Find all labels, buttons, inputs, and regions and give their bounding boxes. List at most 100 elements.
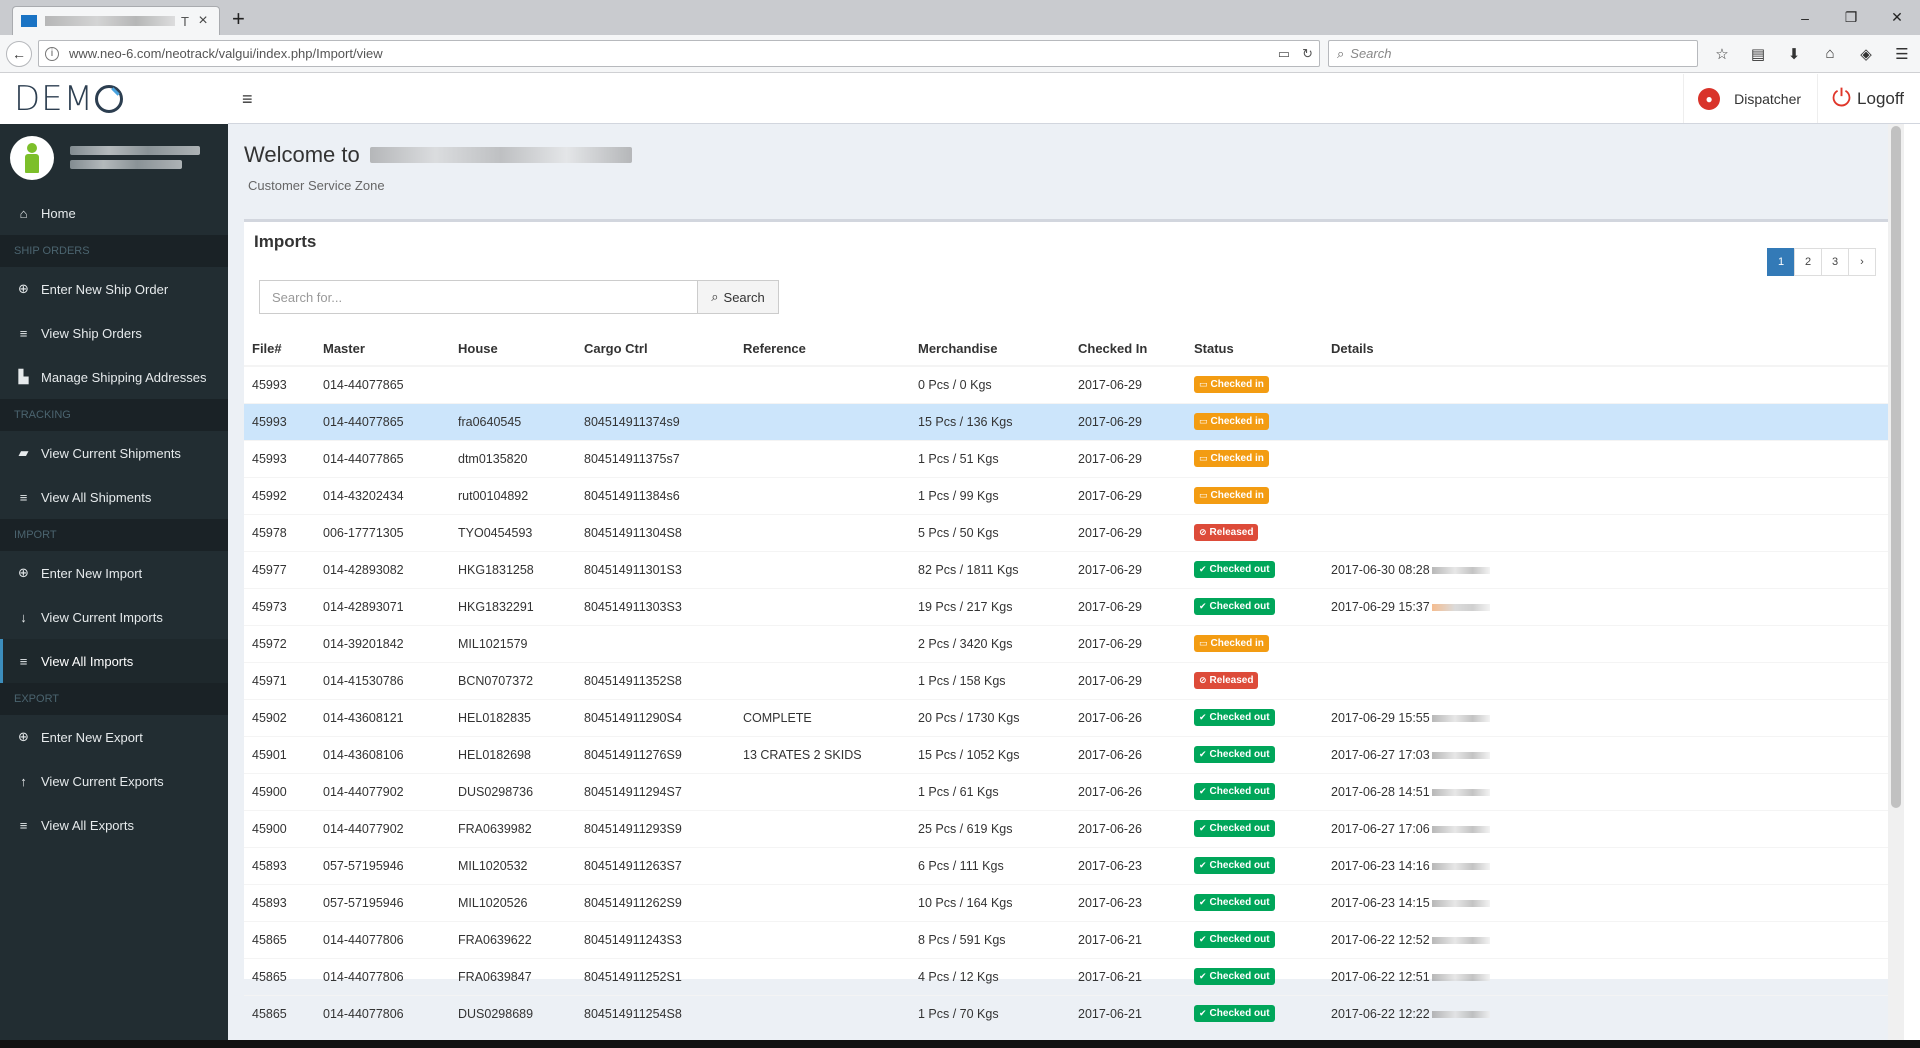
menu-icon[interactable]: ☰ bbox=[1895, 45, 1909, 63]
sidebar-item-view-ship-orders[interactable]: ≡ View Ship Orders bbox=[0, 311, 228, 355]
table-row[interactable]: 45865 014-44077806 DUS0298689 804514911254S… bbox=[244, 994, 1892, 1032]
table-row[interactable]: 45865 014-44077806 FRA0639622 804514911243S… bbox=[244, 920, 1892, 958]
table-row[interactable]: 45978 006-17771305 TYO0454593 804514911304S… bbox=[244, 513, 1892, 551]
restore-icon[interactable]: ❐ bbox=[1844, 9, 1858, 25]
sidebar-item-view-current-imports[interactable]: ↓ View Current Imports bbox=[0, 595, 228, 639]
cell-ref bbox=[735, 809, 910, 847]
box-title: Imports bbox=[254, 232, 317, 251]
search-input[interactable] bbox=[259, 280, 698, 314]
cell-ref bbox=[735, 883, 910, 921]
truck-icon: ▰ bbox=[18, 445, 29, 460]
cell-master: 014-44077902 bbox=[315, 772, 450, 810]
status-text: Checked out bbox=[1209, 1008, 1270, 1020]
user-name-blurred bbox=[1431, 751, 1490, 759]
sidebar-item-manage-shipping-addresses[interactable]: ▙ Manage Shipping Addresses bbox=[0, 355, 228, 399]
cell-merch: 5 Pcs / 50 Kgs bbox=[910, 513, 1070, 551]
search-button[interactable]: ⌕ Search bbox=[698, 280, 779, 314]
status-badge: ✔ Checked out bbox=[1194, 931, 1275, 948]
dispatcher-menu[interactable]: ● Dispatcher bbox=[1683, 74, 1817, 123]
table-row[interactable]: 45900 014-44077902 FRA0639982 804514911293S… bbox=[244, 809, 1892, 847]
column-header[interactable]: Reference bbox=[735, 332, 910, 367]
table-row[interactable]: 45900 014-44077902 DUS0298736 804514911294S… bbox=[244, 772, 1892, 810]
page-title: Welcome to bbox=[244, 142, 1888, 168]
cell-master: 014-42893071 bbox=[315, 587, 450, 625]
content: Welcome to Customer Service Zone Imports… bbox=[228, 124, 1904, 1040]
avatar bbox=[10, 135, 54, 180]
table-row[interactable]: 45893 057-57195946 MIL1020532 804514911263S… bbox=[244, 846, 1892, 884]
page-button[interactable]: 3 bbox=[1821, 248, 1849, 276]
status-text: Checked in bbox=[1210, 379, 1264, 391]
cell-house: DUS0298689 bbox=[450, 994, 576, 1032]
table-row[interactable]: 45893 057-57195946 MIL1020526 804514911262S… bbox=[244, 883, 1892, 921]
logo[interactable]: DEM bbox=[0, 74, 228, 124]
table-row[interactable]: 45993 014-44077865 0 Pcs / 0 Kgs 2017-06-29… bbox=[244, 365, 1892, 403]
new-tab-button[interactable]: + bbox=[232, 6, 245, 31]
user-panel bbox=[0, 124, 228, 191]
table-row[interactable]: 45993 014-44077865 fra0640545 804514911374s… bbox=[244, 402, 1892, 440]
table-row[interactable]: 45971 014-41530786 BCN0707372 804514911352S… bbox=[244, 661, 1892, 699]
page-scrollbar[interactable] bbox=[1888, 124, 1904, 1040]
table-row[interactable]: 45993 014-44077865 dtm0135820 804514911375s… bbox=[244, 439, 1892, 477]
sidebar-item-view-all-shipments[interactable]: ≡ View All Shipments bbox=[0, 475, 228, 519]
sidebar-toggle-icon[interactable]: ≡ bbox=[242, 89, 253, 109]
sidebar-item-view-current-shipments[interactable]: ▰ View Current Shipments bbox=[0, 431, 228, 475]
scroll-thumb[interactable] bbox=[1891, 126, 1901, 808]
cell-master: 057-57195946 bbox=[315, 846, 450, 884]
table-row[interactable]: 45902 014-43608121 HEL0182835 804514911290S… bbox=[244, 698, 1892, 736]
address-text[interactable]: www.neo-6.com/neotrack/valgui/index.php/… bbox=[69, 46, 383, 61]
cell-merch: 4 Pcs / 12 Kgs bbox=[910, 957, 1070, 995]
page-button[interactable]: 2 bbox=[1794, 248, 1822, 276]
home-browser-icon[interactable]: ⌂ bbox=[1825, 45, 1835, 62]
sidebar-item-view-all-imports[interactable]: ≡ View All Imports bbox=[0, 639, 228, 683]
clipboard-icon[interactable]: ▤ bbox=[1750, 45, 1766, 63]
cell-cargo: 804514911243S3 bbox=[576, 920, 735, 958]
table-row[interactable]: 45977 014-42893082 HKG1831258 804514911301S… bbox=[244, 550, 1892, 588]
check-icon: ✔ bbox=[1199, 601, 1207, 611]
bookmark-star-icon[interactable]: ☆ bbox=[1715, 45, 1729, 63]
back-button[interactable]: ← bbox=[6, 40, 32, 67]
column-header[interactable]: Details bbox=[1323, 332, 1892, 367]
column-header[interactable]: Cargo Ctrl bbox=[576, 332, 735, 367]
table-row[interactable]: 45901 014-43608106 HEL0182698 804514911276S… bbox=[244, 735, 1892, 773]
close-window-icon[interactable]: ✕ bbox=[1891, 9, 1903, 25]
page-button[interactable]: 1 bbox=[1767, 248, 1795, 276]
favicon-icon bbox=[21, 15, 37, 27]
sidebar-item-view-all-exports[interactable]: ≡ View All Exports bbox=[0, 803, 228, 847]
sidebar-item-home[interactable]: ⌂ Home bbox=[0, 191, 228, 235]
cell-cargo: 804514911276S9 bbox=[576, 735, 735, 773]
info-icon[interactable]: i bbox=[45, 46, 59, 61]
reload-icon[interactable]: ↻ bbox=[1302, 45, 1313, 61]
column-header[interactable]: House bbox=[450, 332, 576, 367]
cell-house: FRA0639982 bbox=[450, 809, 576, 847]
table-row[interactable]: 45992 014-43202434 rut00104892 804514911384… bbox=[244, 476, 1892, 514]
column-header[interactable]: Master bbox=[315, 332, 450, 367]
download-icon[interactable]: ⬇ bbox=[1787, 45, 1801, 63]
table-row[interactable]: 45973 014-42893071 HKG1832291 804514911303S… bbox=[244, 587, 1892, 625]
browser-search-bar[interactable]: ⌕ Search bbox=[1328, 40, 1698, 67]
cell-details: 2017-06-23 14:16 bbox=[1323, 846, 1892, 884]
next-page-button[interactable]: › bbox=[1848, 248, 1876, 276]
cell-merch: 20 Pcs / 1730 Kgs bbox=[910, 698, 1070, 736]
column-header[interactable]: Status bbox=[1186, 332, 1323, 367]
browser-tab[interactable]: T × bbox=[12, 6, 220, 35]
sidebar-item-enter-new-ship-order[interactable]: ⊕ Enter New Ship Order bbox=[0, 267, 228, 311]
address-bar[interactable]: i www.neo-6.com/neotrack/valgui/index.ph… bbox=[38, 40, 1320, 67]
column-header[interactable]: Checked In bbox=[1070, 332, 1186, 367]
sidebar-item-view-current-exports[interactable]: ↑ View Current Exports bbox=[0, 759, 228, 803]
sidebar-item-label: View Current Imports bbox=[41, 609, 163, 625]
pocket-icon[interactable]: ◈ bbox=[1860, 45, 1872, 63]
sidebar-item-enter-new-export[interactable]: ⊕ Enter New Export bbox=[0, 715, 228, 759]
details-text: 2017-06-23 14:16 bbox=[1331, 858, 1430, 873]
minimize-icon[interactable]: – bbox=[1801, 9, 1809, 26]
table-row[interactable]: 45865 014-44077806 FRA0639847 804514911252S… bbox=[244, 957, 1892, 995]
table-row[interactable]: 45972 014-39201842 MIL1021579 2 Pcs / 3420 … bbox=[244, 624, 1892, 662]
cell-merch: 1 Pcs / 99 Kgs bbox=[910, 476, 1070, 514]
logoff-button[interactable]: ⏻ Logoff bbox=[1817, 74, 1920, 123]
reader-view-icon[interactable]: ▭ bbox=[1277, 45, 1291, 61]
cell-details: 2017-06-22 12:52 bbox=[1323, 920, 1892, 958]
sidebar-item-enter-new-import[interactable]: ⊕ Enter New Import bbox=[0, 551, 228, 595]
cell-merch: 19 Pcs / 217 Kgs bbox=[910, 587, 1070, 625]
column-header[interactable]: Merchandise bbox=[910, 332, 1070, 367]
column-header[interactable]: File# bbox=[244, 332, 315, 367]
close-tab-icon[interactable]: × bbox=[198, 12, 208, 29]
